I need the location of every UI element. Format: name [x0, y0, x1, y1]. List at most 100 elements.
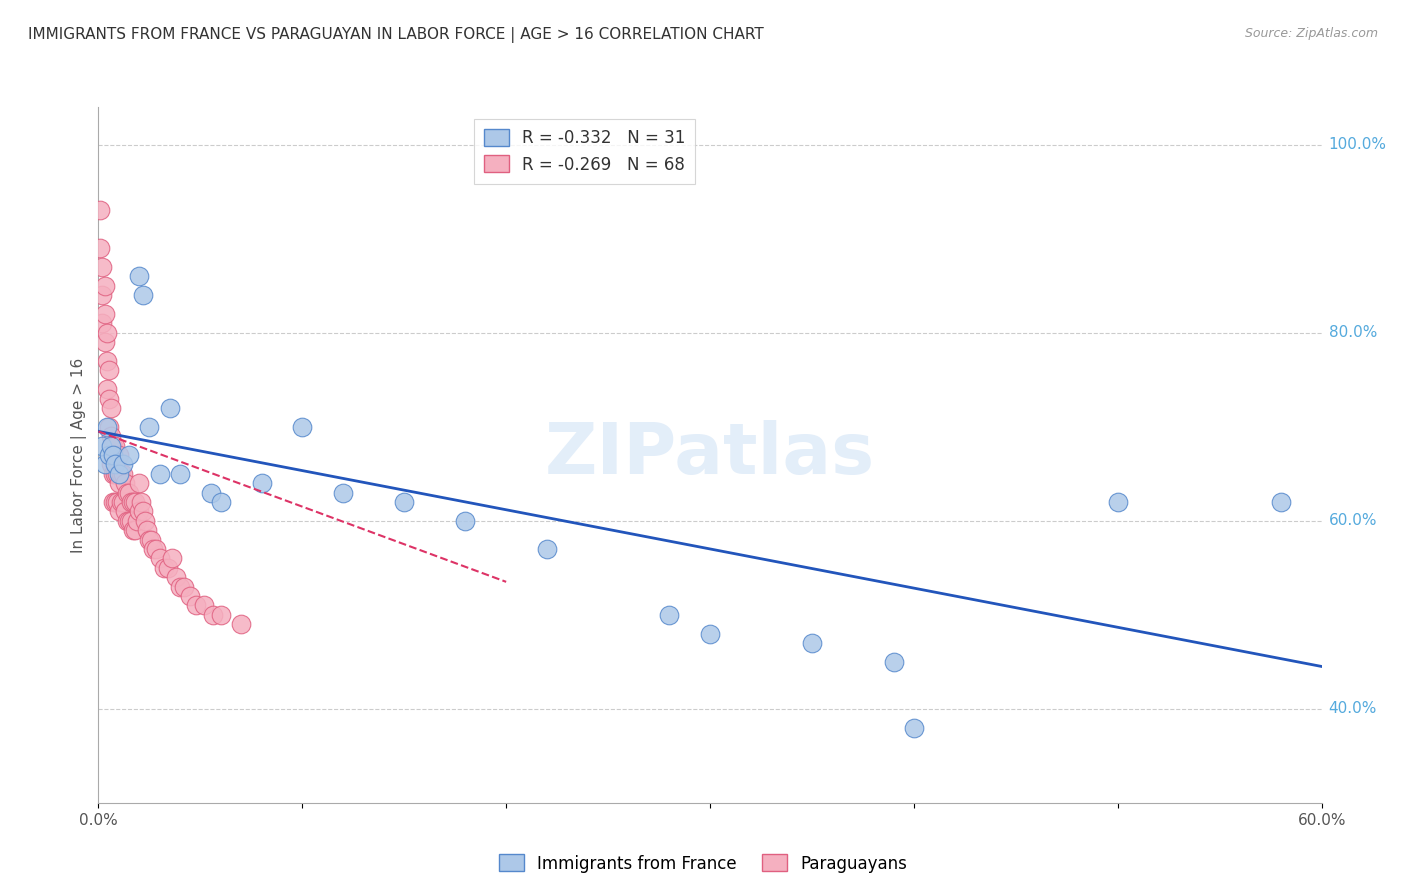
Point	[291, 419, 314, 434]
Point	[100, 429, 122, 443]
Point	[101, 495, 124, 509]
Point	[96, 419, 118, 434]
Point	[186, 599, 208, 613]
Point	[105, 467, 128, 481]
Point	[91, 260, 114, 274]
Point	[114, 476, 136, 491]
Point	[108, 504, 131, 518]
Point	[104, 458, 127, 472]
Point	[108, 467, 131, 481]
Point	[883, 655, 905, 669]
Point	[536, 541, 558, 556]
Point	[93, 335, 115, 350]
Point	[100, 438, 122, 452]
Point	[104, 438, 127, 452]
Point	[120, 514, 142, 528]
Point	[801, 636, 824, 650]
Point	[209, 607, 232, 622]
Point	[97, 363, 120, 377]
Point	[110, 467, 132, 481]
Point	[1270, 495, 1292, 509]
Point	[142, 541, 165, 556]
Text: ZIPatlas: ZIPatlas	[546, 420, 875, 490]
Point	[156, 560, 179, 574]
Point	[124, 495, 146, 509]
Point	[97, 392, 120, 406]
Point	[128, 269, 150, 284]
Point	[141, 533, 163, 547]
Point	[120, 495, 142, 509]
Point	[100, 458, 122, 472]
Point	[193, 599, 215, 613]
Point	[97, 419, 120, 434]
Point	[128, 476, 150, 491]
Point	[115, 485, 138, 500]
Point	[96, 354, 118, 368]
Point	[111, 495, 134, 509]
Point	[101, 448, 124, 462]
Point	[160, 551, 183, 566]
Point	[93, 458, 115, 472]
Point	[149, 467, 172, 481]
Point	[231, 617, 253, 632]
Point	[96, 326, 118, 340]
Point	[138, 419, 160, 434]
Point	[111, 458, 134, 472]
Point	[332, 485, 354, 500]
Point	[454, 514, 477, 528]
Point	[118, 448, 141, 462]
Point	[699, 626, 721, 640]
Point	[250, 476, 273, 491]
Legend: Immigrants from France, Paraguayans: Immigrants from France, Paraguayans	[492, 847, 914, 880]
Point	[129, 495, 152, 509]
Legend: R = -0.332   N = 31, R = -0.269   N = 68: R = -0.332 N = 31, R = -0.269 N = 68	[474, 119, 696, 184]
Point	[179, 589, 201, 603]
Point	[101, 438, 124, 452]
Point	[134, 514, 156, 528]
Point	[93, 278, 115, 293]
Point	[173, 580, 195, 594]
Point	[118, 514, 141, 528]
Point	[138, 533, 160, 547]
Point	[96, 382, 118, 396]
Text: 60.0%: 60.0%	[1329, 513, 1376, 528]
Point	[114, 504, 136, 518]
Point	[128, 504, 150, 518]
Point	[124, 523, 146, 537]
Point	[152, 560, 174, 574]
Point	[104, 467, 127, 481]
Point	[105, 495, 128, 509]
Point	[169, 467, 191, 481]
Point	[200, 485, 222, 500]
Point	[93, 307, 115, 321]
Point	[165, 570, 187, 584]
Point	[101, 467, 124, 481]
Point	[209, 495, 232, 509]
Point	[108, 448, 131, 462]
Point	[115, 514, 138, 528]
Point	[903, 721, 925, 735]
Point	[136, 523, 159, 537]
Point	[392, 495, 416, 509]
Point	[91, 438, 114, 452]
Point	[110, 495, 132, 509]
Text: Source: ZipAtlas.com: Source: ZipAtlas.com	[1244, 27, 1378, 40]
Point	[91, 316, 114, 330]
Text: IMMIGRANTS FROM FRANCE VS PARAGUAYAN IN LABOR FORCE | AGE > 16 CORRELATION CHART: IMMIGRANTS FROM FRANCE VS PARAGUAYAN IN …	[28, 27, 763, 43]
Point	[91, 288, 114, 302]
Point	[122, 495, 145, 509]
Point	[89, 203, 111, 218]
Point	[159, 401, 181, 415]
Point	[658, 607, 681, 622]
Point	[127, 514, 149, 528]
Point	[145, 541, 167, 556]
Point	[108, 476, 131, 491]
Point	[100, 401, 122, 415]
Point	[104, 495, 127, 509]
Text: 80.0%: 80.0%	[1329, 326, 1376, 340]
Point	[169, 580, 191, 594]
Y-axis label: In Labor Force | Age > 16: In Labor Force | Age > 16	[72, 358, 87, 552]
Text: 100.0%: 100.0%	[1329, 137, 1386, 153]
Point	[132, 504, 155, 518]
Point	[111, 467, 134, 481]
